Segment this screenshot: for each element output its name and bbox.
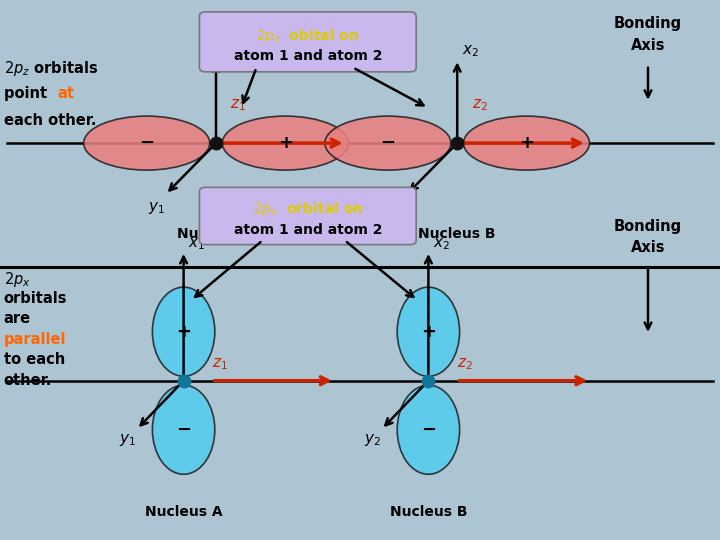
- Text: −: −: [176, 421, 192, 438]
- Text: Nucleus B: Nucleus B: [390, 505, 467, 519]
- Text: at: at: [57, 86, 74, 102]
- Text: $2p_x$  orbital on: $2p_x$ orbital on: [253, 200, 363, 218]
- FancyBboxPatch shape: [199, 187, 416, 245]
- Text: $x_2$: $x_2$: [433, 237, 450, 252]
- Text: $z_1$: $z_1$: [212, 356, 228, 372]
- Text: $2p_z$  obital on: $2p_z$ obital on: [256, 26, 359, 45]
- Text: other.: other.: [4, 373, 52, 388]
- Text: $z_1$: $z_1$: [230, 97, 246, 113]
- Text: $x_2$: $x_2$: [462, 43, 479, 59]
- Text: −: −: [380, 134, 395, 152]
- Text: +: +: [519, 134, 534, 152]
- Text: Axis: Axis: [631, 38, 665, 53]
- Ellipse shape: [397, 385, 459, 474]
- Text: Bonding: Bonding: [614, 16, 682, 31]
- Text: point: point: [4, 86, 52, 102]
- Text: are: are: [4, 311, 31, 326]
- Text: atom 1 and atom 2: atom 1 and atom 2: [233, 49, 382, 63]
- Text: to each: to each: [4, 352, 65, 367]
- Text: $y_1$: $y_1$: [119, 432, 136, 448]
- Ellipse shape: [153, 287, 215, 376]
- Text: $x_1$: $x_1$: [188, 237, 205, 252]
- Ellipse shape: [464, 116, 590, 170]
- Text: $y_2$: $y_2$: [364, 432, 381, 448]
- Ellipse shape: [397, 287, 459, 376]
- Text: $z_2$: $z_2$: [457, 356, 473, 372]
- Text: $2p_x$: $2p_x$: [4, 270, 30, 289]
- Ellipse shape: [222, 116, 348, 170]
- Text: orbitals: orbitals: [4, 291, 67, 306]
- Text: Axis: Axis: [631, 240, 665, 255]
- Text: −: −: [420, 421, 436, 438]
- Ellipse shape: [153, 385, 215, 474]
- Text: −: −: [139, 134, 154, 152]
- Text: Nucleus A: Nucleus A: [177, 227, 255, 241]
- Text: atom 1 and atom 2: atom 1 and atom 2: [233, 222, 382, 237]
- Text: each other.: each other.: [4, 113, 96, 129]
- Text: Bonding: Bonding: [614, 219, 682, 234]
- Ellipse shape: [84, 116, 210, 170]
- Text: $z_2$: $z_2$: [472, 97, 487, 113]
- Text: +: +: [176, 323, 191, 341]
- Text: +: +: [421, 323, 436, 341]
- Text: $2p_z$ orbitals: $2p_z$ orbitals: [4, 59, 98, 78]
- Text: Nucleus B: Nucleus B: [418, 227, 496, 241]
- Text: parallel: parallel: [4, 332, 66, 347]
- FancyBboxPatch shape: [199, 12, 416, 72]
- Text: $x_1$: $x_1$: [220, 43, 238, 59]
- Text: $y_2$: $y_2$: [389, 200, 406, 215]
- Text: Nucleus A: Nucleus A: [145, 505, 222, 519]
- Text: $y_1$: $y_1$: [148, 200, 165, 215]
- Text: +: +: [278, 134, 293, 152]
- Ellipse shape: [325, 116, 451, 170]
